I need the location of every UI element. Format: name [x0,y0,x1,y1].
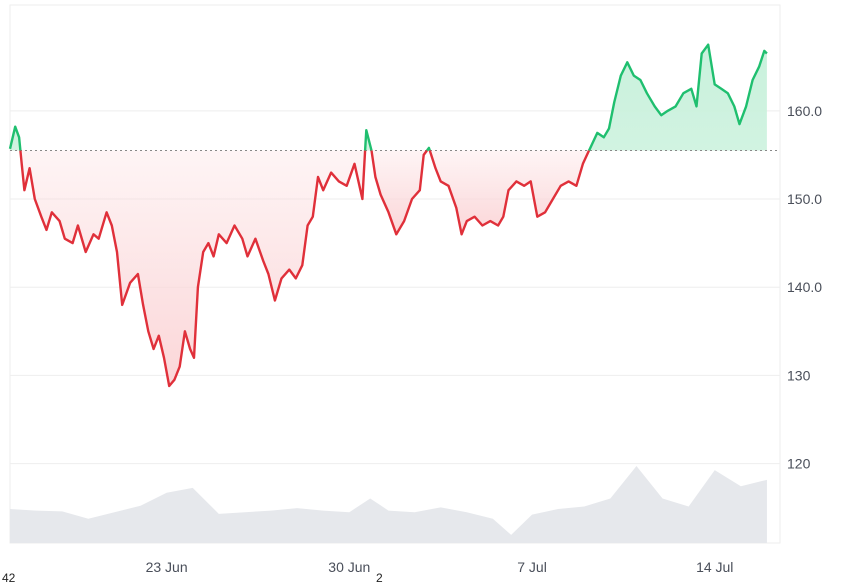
x-edge-fragment-mid: 2 [376,571,383,585]
price-line-up [363,129,373,151]
x-tick-label: 14 Jul [696,559,733,575]
area-below-baseline [371,150,427,235]
y-tick-label: 160.0 [787,103,822,119]
y-tick-label: 130 [787,367,811,383]
price-lines [8,43,768,388]
area-below-baseline [20,150,366,386]
area-above-baseline [589,44,767,151]
volume-area [10,466,767,543]
price-line-up [587,43,768,152]
x-tick-label: 23 Jun [146,559,188,575]
volume-fill [10,466,767,543]
x-edge-fragment-left: 42 [2,571,16,585]
area-below-baseline [429,150,589,235]
x-axis-ticks: 23 Jun 30 Jun 7 Jul 14 Jul [146,559,734,575]
price-areas [10,44,767,386]
y-tick-label: 120 [787,456,811,472]
price-line-up [8,125,22,151]
y-axis-ticks: 160.0 150.0 140.0 130 120 [787,103,822,472]
y-tick-label: 150.0 [787,191,822,207]
x-tick-label: 7 Jul [517,559,547,575]
price-line-down [428,149,591,236]
area-above-baseline [10,126,21,151]
price-line-down [19,150,367,388]
x-tick-label: 30 Jun [328,559,370,575]
price-line-up [426,146,431,152]
price-line-down [370,149,428,236]
y-tick-label: 140.0 [787,279,822,295]
